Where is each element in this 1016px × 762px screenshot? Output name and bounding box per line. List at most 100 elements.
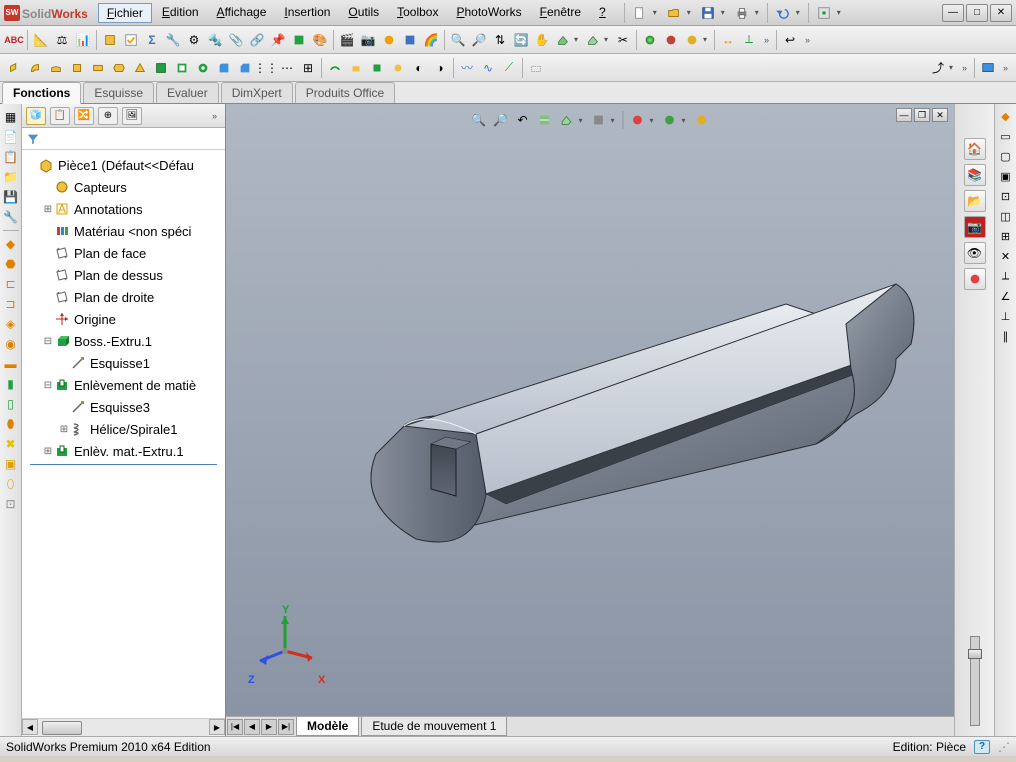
lb-ext1-icon[interactable]: ◆ (2, 235, 20, 253)
chevron-expand-4[interactable]: » (999, 63, 1012, 73)
sphere1-icon[interactable] (640, 30, 660, 50)
lb-ext2-icon[interactable]: ⬣ (2, 255, 20, 273)
surf2-icon[interactable] (346, 58, 366, 78)
pattern3-icon[interactable]: ⊞ (298, 58, 318, 78)
tp-folder-icon[interactable]: 📂 (964, 190, 986, 212)
vt-app1-icon[interactable] (628, 110, 648, 130)
rc10-icon[interactable]: ⊥ (998, 308, 1014, 324)
tool7-icon[interactable] (289, 30, 309, 50)
tree-item-0[interactable]: Capteurs (22, 176, 225, 198)
sphere3-icon[interactable] (682, 30, 702, 50)
curve1-icon[interactable]: 〰 (457, 58, 477, 78)
tab-dimxpert[interactable]: DimXpert (221, 82, 293, 103)
check-icon[interactable] (121, 30, 141, 50)
tab-produits-office[interactable]: Produits Office (295, 82, 395, 103)
vt-prev-icon[interactable]: ↶ (513, 110, 533, 130)
pattern2-icon[interactable]: ⋯ (277, 58, 297, 78)
bottom-tab-1[interactable]: Etude de mouvement 1 (361, 717, 507, 736)
rc4-icon[interactable]: ⊡ (998, 188, 1014, 204)
menu-affichage[interactable]: Affichage (209, 3, 275, 23)
lb-x-icon[interactable]: ✖ (2, 435, 20, 453)
surf5-icon[interactable]: ◐ (409, 58, 429, 78)
tree-tabs-expand[interactable]: » (208, 111, 221, 121)
tab-esquisse[interactable]: Esquisse (83, 82, 154, 103)
lb-cyl-icon[interactable]: ⬯ (2, 475, 20, 493)
status-help-icon[interactable]: ? (974, 740, 990, 754)
tree-item-4[interactable]: Plan de dessus (22, 264, 225, 286)
scroll-left-button[interactable]: ◀ (22, 719, 38, 735)
sigma-icon[interactable]: Σ (142, 30, 162, 50)
tree-tab-config[interactable]: 🔀 (74, 107, 94, 125)
tp-home-icon[interactable]: 🏠 (964, 138, 986, 160)
btab-first-button[interactable]: |◀ (227, 719, 243, 735)
tree-tab-dim[interactable]: ⊕ (98, 107, 118, 125)
lb-cube-icon[interactable]: ▣ (2, 455, 20, 473)
lb-f3-icon[interactable]: ▬ (2, 355, 20, 373)
vt-app3-icon[interactable] (692, 110, 712, 130)
spellcheck-icon[interactable]: ABC (4, 30, 24, 50)
tool6-icon[interactable]: 📌 (268, 30, 288, 50)
tree-tab-display[interactable]: 🖼 (122, 107, 142, 125)
tree-root[interactable]: Pièce1 (Défaut<<Défau (22, 154, 225, 176)
doc-restore-button[interactable]: ❐ (914, 108, 930, 122)
menu-insertion[interactable]: Insertion (276, 3, 338, 23)
rc5-icon[interactable]: ◫ (998, 208, 1014, 224)
tab-fonctions[interactable]: Fonctions (2, 82, 81, 104)
rc11-icon[interactable]: ∥ (998, 328, 1014, 344)
ext7-icon[interactable] (130, 58, 150, 78)
section-icon[interactable]: ✂ (613, 30, 633, 50)
save-icon[interactable] (697, 3, 719, 23)
menu-photoworks[interactable]: PhotoWorks (448, 3, 529, 23)
vt-display-icon[interactable] (589, 110, 609, 130)
pan-icon[interactable]: ✋ (532, 30, 552, 50)
tree-item-7[interactable]: ⊟Boss.-Extru.1 (22, 330, 225, 352)
lb-s3-icon[interactable]: ⬮ (2, 415, 20, 433)
tool4-icon[interactable]: 📎 (226, 30, 246, 50)
cut1-icon[interactable] (151, 58, 171, 78)
ext2-icon[interactable] (25, 58, 45, 78)
tree-item-3[interactable]: Plan de face (22, 242, 225, 264)
new-doc-icon[interactable] (629, 3, 651, 23)
render5-icon[interactable]: 🌈 (421, 30, 441, 50)
tp-view-icon[interactable]: 👁 (964, 242, 986, 264)
rc6-icon[interactable]: ⊞ (998, 228, 1014, 244)
lb-ref-icon[interactable]: ⊡ (2, 495, 20, 513)
tp-photo-icon[interactable]: 📷 (964, 216, 986, 238)
view2-icon[interactable] (583, 30, 603, 50)
menu-outils[interactable]: Outils (340, 3, 387, 23)
tool8-icon[interactable]: 🎨 (310, 30, 330, 50)
pattern1-icon[interactable]: ⋮⋮ (256, 58, 276, 78)
fillet-icon[interactable] (214, 58, 234, 78)
lb4-icon[interactable]: 📁 (2, 168, 20, 186)
dim2-icon[interactable]: ⟂ (739, 30, 759, 50)
chevron-expand-1[interactable]: » (760, 35, 773, 45)
tree-item-9[interactable]: ⊟Enlèvement de matiè (22, 374, 225, 396)
tp-library-icon[interactable]: 📚 (964, 164, 986, 186)
screen-icon[interactable] (978, 58, 998, 78)
tree-expander[interactable]: ⊟ (42, 336, 54, 347)
tree-expander[interactable]: ⊞ (58, 424, 70, 435)
vt-zoomfit-icon[interactable]: 🔍 (469, 110, 489, 130)
tree-item-5[interactable]: Plan de droite (22, 286, 225, 308)
menu-?[interactable]: ? (591, 3, 614, 23)
tree-filter-bar[interactable] (22, 128, 225, 150)
menu-toolbox[interactable]: Toolbox (389, 3, 446, 23)
lb5-icon[interactable]: 💾 (2, 188, 20, 206)
menu-edition[interactable]: Edition (154, 3, 207, 23)
vt-view-icon[interactable] (557, 110, 577, 130)
maximize-button[interactable]: □ (966, 4, 988, 22)
rc-diamond-icon[interactable]: ◆ (998, 108, 1014, 124)
btab-last-button[interactable]: ▶| (278, 719, 294, 735)
tree-expander[interactable]: ⊞ (42, 204, 54, 215)
scroll-thumb[interactable] (42, 721, 82, 735)
feature-icon[interactable] (100, 30, 120, 50)
rc8-icon[interactable]: ⟂ (998, 268, 1014, 284)
rc2-icon[interactable]: ▢ (998, 148, 1014, 164)
render1-icon[interactable]: 🎬 (337, 30, 357, 50)
doc-close-button[interactable]: ✕ (932, 108, 948, 122)
wrap-icon[interactable]: ↩ (780, 30, 800, 50)
cut2-icon[interactable] (172, 58, 192, 78)
surf4-icon[interactable] (388, 58, 408, 78)
tree-hscrollbar[interactable]: ◀ ▶ (22, 718, 225, 736)
lb2-icon[interactable]: 📄 (2, 128, 20, 146)
